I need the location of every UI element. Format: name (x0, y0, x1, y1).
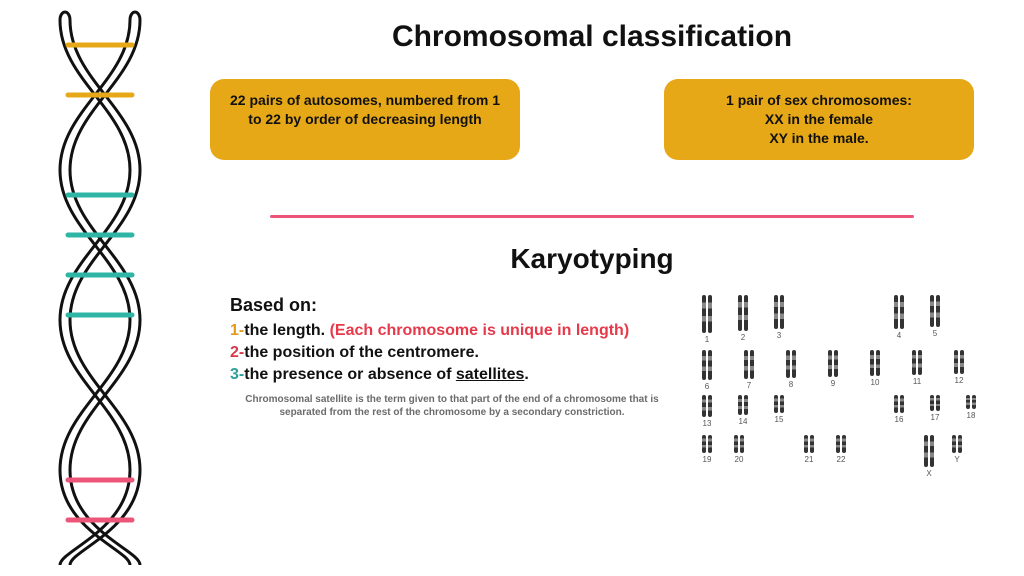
karyotype-diagram: 12345678910111213141516171819202122XY (694, 295, 994, 485)
pill-autosomes: 22 pairs of autosomes, numbered from 1 t… (210, 79, 520, 160)
dna-helix-illustration (20, 10, 170, 570)
section-divider (270, 215, 914, 218)
footnote-satellite: Chromosomal satellite is the term given … (230, 393, 674, 419)
criteria-heading: Based on: (230, 295, 674, 316)
pill-sex-chromosomes: 1 pair of sex chromosomes:XX in the fema… (664, 79, 974, 160)
criteria-block: Based on: 1-the length. (Each chromosome… (230, 295, 674, 485)
criterion-3: 3-the presence or absence of satellites. (230, 364, 674, 386)
heading-classification: Chromosomal classification (190, 20, 994, 54)
heading-karyotyping: Karyotyping (190, 243, 994, 275)
classification-pills: 22 pairs of autosomes, numbered from 1 t… (190, 79, 994, 160)
criterion-2: 2-the position of the centromere. (230, 342, 674, 364)
criterion-1: 1-the length. (Each chromosome is unique… (230, 320, 674, 342)
